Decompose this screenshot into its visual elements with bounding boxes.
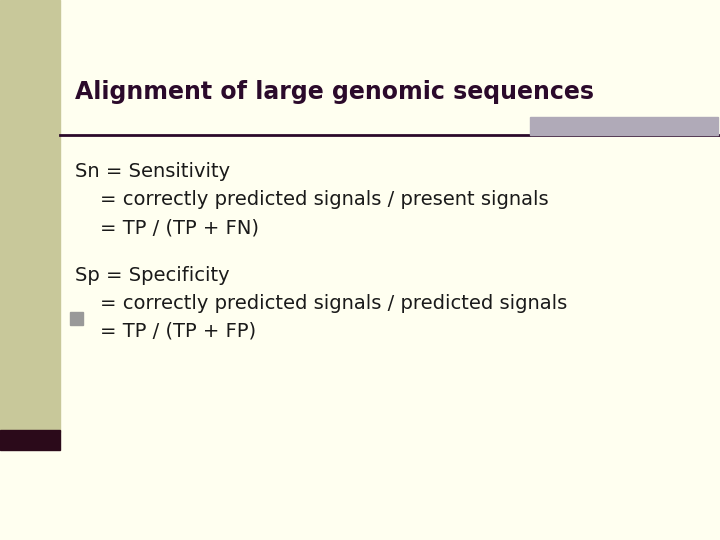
Bar <box>530 117 718 135</box>
Text: Sp = Specificity: Sp = Specificity <box>75 266 230 285</box>
Bar <box>70 312 83 325</box>
Text: Sn = Sensitivity: Sn = Sensitivity <box>75 162 230 181</box>
Text: Alignment of large genomic sequences: Alignment of large genomic sequences <box>75 80 594 104</box>
Text: = correctly predicted signals / present signals: = correctly predicted signals / present … <box>100 190 549 209</box>
Text: = TP / (TP + FN): = TP / (TP + FN) <box>100 218 259 237</box>
Text: = correctly predicted signals / predicted signals: = correctly predicted signals / predicte… <box>100 294 567 313</box>
Bar <box>0 0 60 432</box>
Text: = TP / (TP + FP): = TP / (TP + FP) <box>100 322 256 341</box>
Bar <box>0 430 60 450</box>
